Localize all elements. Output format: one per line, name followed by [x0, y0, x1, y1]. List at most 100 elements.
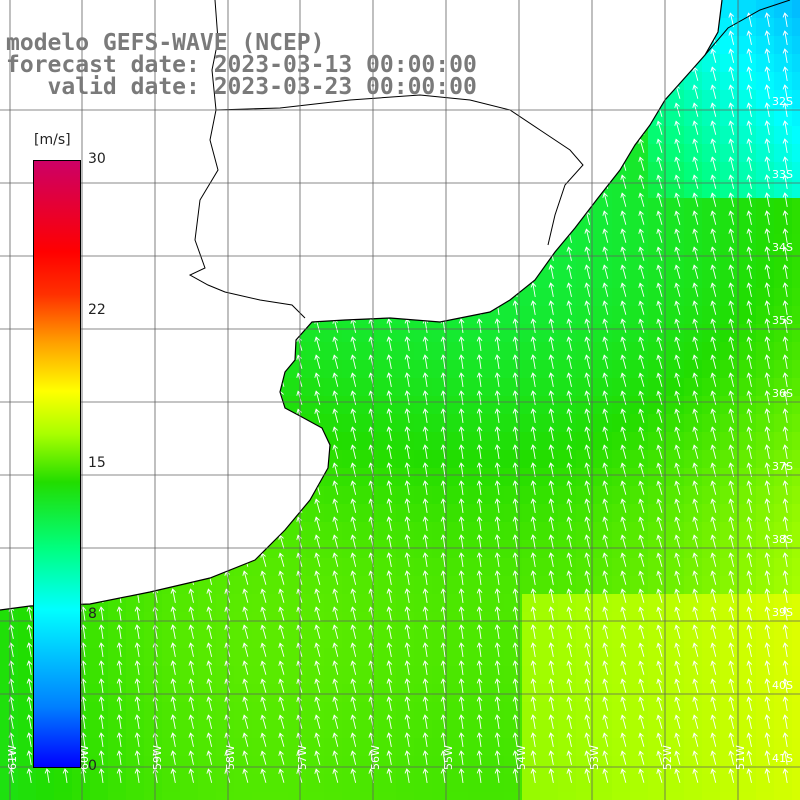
field-cell — [126, 666, 145, 685]
field-cell — [72, 792, 91, 800]
field-cell — [198, 594, 217, 613]
field-cell — [396, 504, 415, 523]
field-cell — [612, 576, 631, 595]
field-cell — [144, 756, 163, 775]
wind-arrow — [134, 660, 141, 675]
wind-arrow — [440, 750, 447, 765]
wind-arrow — [512, 624, 519, 639]
field-cell — [306, 504, 325, 523]
wind-arrow — [530, 282, 537, 297]
wind-arrow — [638, 498, 645, 513]
wind-arrow — [764, 12, 771, 27]
field-cell — [630, 702, 649, 721]
field-cell — [468, 432, 487, 451]
field-cell — [720, 198, 739, 217]
field-cell — [738, 774, 757, 793]
wind-arrow — [314, 570, 321, 585]
wind-arrow — [476, 426, 483, 441]
field-cell — [792, 252, 800, 271]
wind-arrow — [782, 210, 789, 225]
wind-arrow — [512, 372, 519, 387]
field-cell — [504, 720, 523, 739]
wind-arrow — [584, 588, 591, 603]
field-cell — [396, 540, 415, 559]
wind-arrow — [206, 714, 213, 729]
field-cell — [774, 36, 793, 55]
wind-arrow — [746, 282, 753, 297]
field-cell — [666, 648, 685, 667]
wind-arrow — [656, 174, 663, 189]
wind-arrow — [566, 372, 573, 387]
wind-arrow — [620, 390, 627, 405]
wind-arrow — [404, 606, 411, 621]
wind-arrow — [764, 480, 771, 495]
wind-arrow — [746, 174, 753, 189]
wind-arrow — [692, 606, 699, 621]
field-cell — [360, 432, 379, 451]
wind-arrow — [638, 516, 645, 531]
field-cell — [684, 666, 703, 685]
field-cell — [630, 234, 649, 253]
wind-arrow — [530, 750, 537, 765]
field-cell — [594, 792, 613, 800]
wind-arrow — [458, 480, 465, 495]
field-cell — [468, 378, 487, 397]
field-cell — [756, 522, 775, 541]
field-cell — [90, 630, 109, 649]
field-cell — [486, 756, 505, 775]
field-cell — [774, 288, 793, 307]
field-cell — [378, 504, 397, 523]
field-cell — [486, 684, 505, 703]
field-cell — [666, 342, 685, 361]
wind-arrow — [764, 642, 771, 657]
wind-arrow — [458, 750, 465, 765]
wind-arrow — [134, 606, 141, 621]
wind-arrow — [512, 300, 519, 315]
wind-arrow — [476, 570, 483, 585]
wind-arrow — [314, 372, 321, 387]
field-cell — [324, 342, 343, 361]
field-cell — [324, 414, 343, 433]
field-cell — [630, 738, 649, 757]
wind-arrow — [422, 354, 429, 369]
field-cell — [738, 288, 757, 307]
wind-arrow — [440, 408, 447, 423]
field-cell — [468, 774, 487, 793]
field-cell — [792, 306, 800, 325]
wind-arrow — [494, 498, 501, 513]
field-cell — [450, 378, 469, 397]
field-cell — [558, 450, 577, 469]
field-cell — [720, 54, 739, 73]
wind-arrow — [674, 768, 681, 783]
field-cell — [684, 414, 703, 433]
wind-arrow — [566, 516, 573, 531]
wind-arrow — [440, 642, 447, 657]
field-cell — [360, 342, 379, 361]
wind-arrow — [566, 498, 573, 513]
field-cell — [738, 396, 757, 415]
wind-arrow — [584, 246, 591, 261]
field-cell — [432, 684, 451, 703]
field-cell — [738, 432, 757, 451]
field-cell — [522, 396, 541, 415]
field-cell — [342, 756, 361, 775]
wind-arrow — [512, 768, 519, 783]
wind-arrow — [458, 768, 465, 783]
field-cell — [18, 648, 37, 667]
field-cell — [792, 270, 800, 289]
field-cell — [504, 792, 523, 800]
field-cell — [324, 738, 343, 757]
wind-arrow — [728, 120, 735, 135]
field-cell — [486, 324, 505, 343]
field-cell — [630, 288, 649, 307]
wind-arrow — [584, 498, 591, 513]
field-cell — [648, 576, 667, 595]
wind-arrow — [602, 228, 609, 243]
wind-arrow — [548, 588, 555, 603]
field-cell — [558, 486, 577, 505]
field-cell — [684, 342, 703, 361]
wind-arrow — [476, 696, 483, 711]
longitude-label: 55W — [442, 745, 455, 770]
wind-arrow — [278, 552, 285, 567]
wind-arrow — [728, 426, 735, 441]
